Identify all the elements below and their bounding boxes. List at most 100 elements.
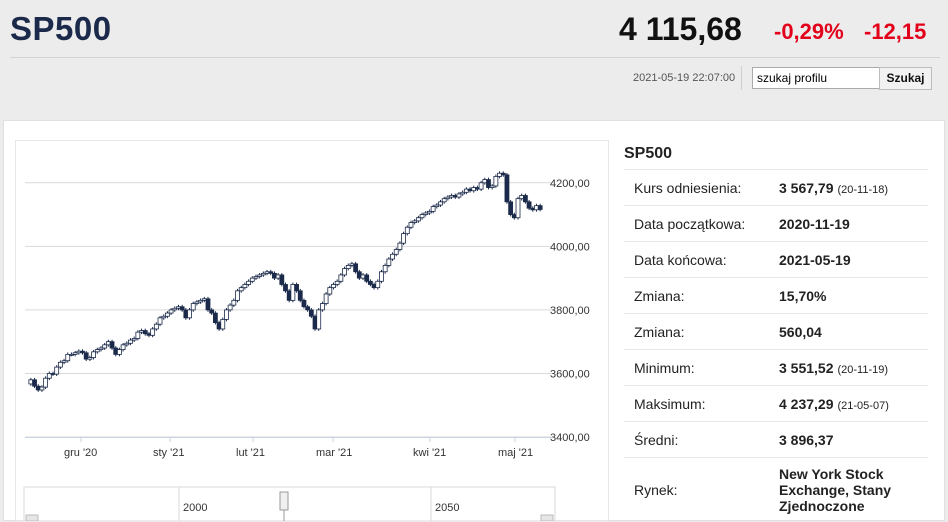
navigator-handle [280,492,288,510]
candle-body [320,304,324,310]
candle-body [33,380,37,386]
summary-value: 4 237,29 (21-05-07) [778,386,928,422]
candle-body [383,265,387,271]
candle-body [324,294,328,304]
summary-value: 560,04 [778,314,928,350]
candle-body [339,275,343,281]
header-divider [10,57,940,58]
summary-row: Minimum:3 551,52(20-11-19) [624,350,928,386]
candle-body [221,319,225,329]
navigator-label: 2000 [183,502,207,514]
ticker-symbol: SP500 [10,10,112,48]
summary-value-text: 2021-05-19 [779,252,851,268]
candle-body [58,362,62,367]
candle-body [158,318,162,324]
x-tick-label: sty '21 [153,447,184,459]
search-button[interactable]: Szukaj [879,67,932,90]
summary-value: 15,70% [778,278,928,314]
change-percent: -0,29% [774,19,844,45]
candle-body [439,202,443,205]
candle-body [210,310,214,313]
summary-value: New York Stock Exchange, Stany Zjednoczo… [778,458,928,522]
candle-body [343,269,347,275]
x-tick-label: gru '20 [64,447,97,459]
candle-body [250,278,254,281]
candle-body [509,202,513,215]
candle-body [527,202,531,208]
summary-row: Data końcowa:2021-05-19 [624,242,928,278]
quote-datetime: 2021-05-19 22:07:00 [633,72,735,84]
candle-body [302,300,306,306]
candle-body [479,183,483,189]
candle-body [165,313,169,316]
candle-body [398,243,402,249]
candle-body [55,367,59,374]
candle-body [368,281,372,284]
candle-body [405,227,409,233]
navigator-label: 2050 [435,502,459,514]
candle-body [121,345,125,350]
candle-body [143,331,147,334]
x-tick-label: lut '21 [236,447,265,459]
summary-value-text: 3 567,79 [779,180,834,196]
candle-body [224,310,228,320]
candle-body [328,288,332,294]
candle-body [188,310,192,318]
scroll-left-button [26,515,38,521]
candle-body [387,259,391,265]
summary-row: Data początkowa:2020-11-19 [624,206,928,242]
summary-label: Zmiana: [624,278,778,314]
candle-body [280,275,284,285]
candle-body [494,176,498,186]
candle-body [247,281,251,284]
candle-body [128,340,132,343]
summary-value-text: 3 551,52 [779,360,834,376]
candle-body [416,218,420,221]
candle-body [431,207,435,212]
summary-value-text: 2020-11-19 [779,216,850,232]
summary-row: Rynek:New York Stock Exchange, Stany Zje… [624,458,928,522]
candle-body [354,264,358,272]
candle-body [154,324,158,329]
navigator-frame [24,487,555,521]
summary-value-date: (20-11-19) [838,364,889,376]
candle-body [457,194,461,197]
candle-body [505,175,509,202]
x-tick-label: maj '21 [498,447,533,459]
summary-label: Zmiana: [624,314,778,350]
summary-value-date: (21-05-07) [838,400,889,412]
y-tick-label: 3400,00 [550,432,590,444]
toolbar-separator [741,66,742,90]
summary-row: Zmiana:15,70% [624,278,928,314]
x-tick-label: mar '21 [316,447,352,459]
candle-body [523,195,527,201]
candle-body [516,199,520,218]
summary-value: 3 567,79(20-11-18) [778,170,928,206]
summary-value: 3 896,37 [778,422,928,458]
y-tick-label: 3600,00 [550,368,590,380]
candle-body [206,299,210,310]
candle-body [331,284,335,287]
candle-body [284,284,288,290]
y-tick-label: 4200,00 [550,178,590,190]
candle-body [402,234,406,244]
scroll-right-button [541,515,553,521]
candle-body [92,352,96,358]
candle-body [317,310,321,329]
candle-body [442,199,446,202]
quote-header: SP500 4 115,68 -0,29% -12,15 2021-05-19 … [0,0,948,99]
candle-body [180,307,184,310]
x-tick-label: kwi '21 [413,447,446,459]
profile-search-input[interactable] [752,67,880,89]
summary-row: Maksimum:4 237,29(21-05-07) [624,386,928,422]
summary-panel: SP500 Kurs odniesienia:3 567,79(20-11-18… [624,143,928,522]
candle-body [213,313,217,323]
candle-body [236,291,240,301]
summary-label: Data końcowa: [624,242,778,278]
summary-value-text: 4 237,29 [779,396,834,412]
candle-body [239,288,243,291]
candle-body [306,307,310,310]
summary-label: Średni: [624,422,778,458]
summary-value: 2020-11-19 [778,206,928,242]
